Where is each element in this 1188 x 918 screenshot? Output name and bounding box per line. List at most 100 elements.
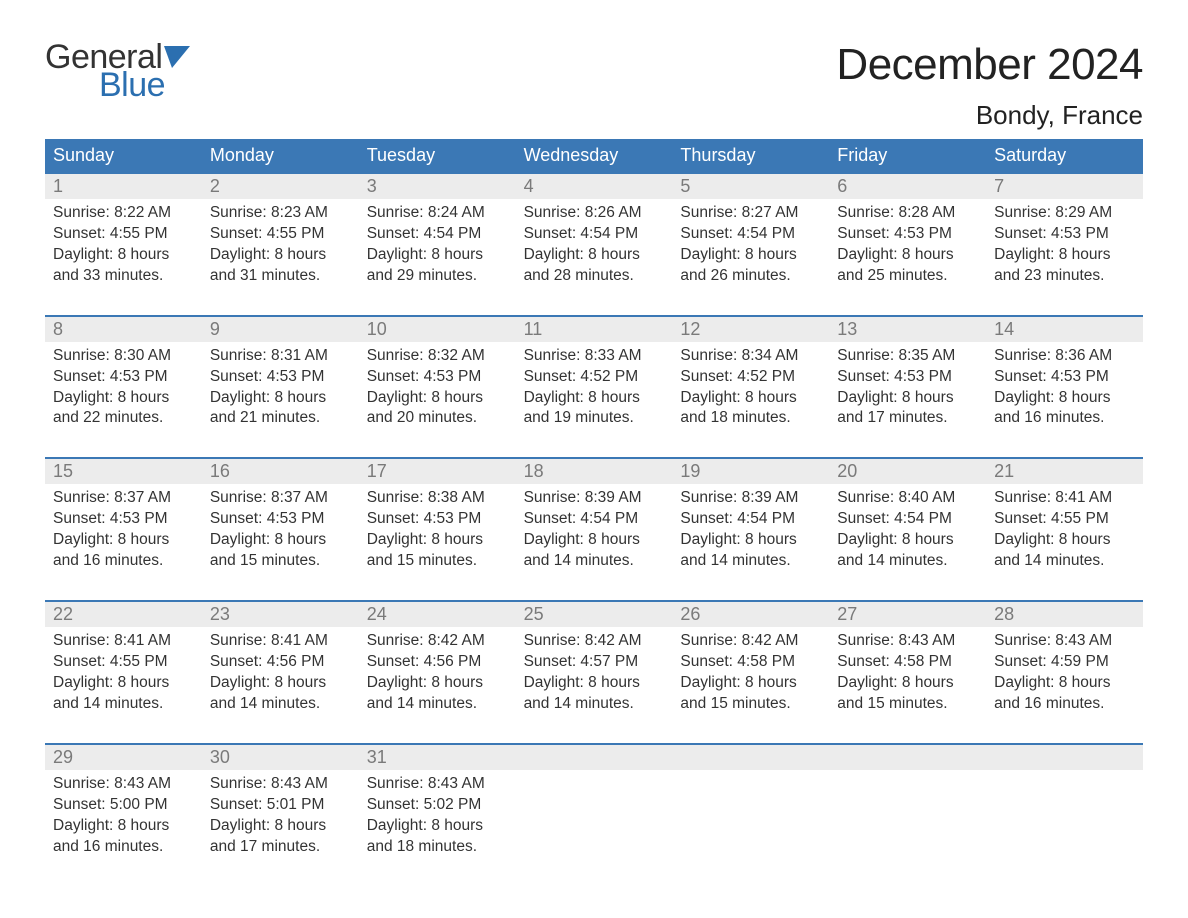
day-cell: Sunrise: 8:42 AMSunset: 4:58 PMDaylight:… bbox=[672, 627, 829, 719]
day-sunrise: Sunrise: 8:27 AM bbox=[680, 203, 821, 224]
day-sunrise: Sunrise: 8:41 AM bbox=[53, 631, 194, 652]
day-sunset: Sunset: 5:02 PM bbox=[367, 795, 508, 816]
day-sunset: Sunset: 4:55 PM bbox=[53, 652, 194, 673]
day-cell: Sunrise: 8:24 AMSunset: 4:54 PMDaylight:… bbox=[359, 199, 516, 291]
day-sunrise: Sunrise: 8:43 AM bbox=[837, 631, 978, 652]
day-number: 12 bbox=[672, 317, 829, 342]
day-sunset: Sunset: 4:55 PM bbox=[210, 224, 351, 245]
day-d1: Daylight: 8 hours bbox=[524, 388, 665, 409]
calendar-week: 891011121314Sunrise: 8:30 AMSunset: 4:53… bbox=[45, 315, 1143, 434]
month-title: December 2024 bbox=[836, 40, 1143, 90]
weekday-header: Sunday bbox=[45, 139, 202, 172]
day-number: 30 bbox=[202, 745, 359, 770]
weekday-header-row: Sunday Monday Tuesday Wednesday Thursday… bbox=[45, 139, 1143, 172]
day-cell: Sunrise: 8:33 AMSunset: 4:52 PMDaylight:… bbox=[516, 342, 673, 434]
day-sunset: Sunset: 4:57 PM bbox=[524, 652, 665, 673]
day-number: 7 bbox=[986, 174, 1143, 199]
day-number: 11 bbox=[516, 317, 673, 342]
day-number: 3 bbox=[359, 174, 516, 199]
day-cell: Sunrise: 8:27 AMSunset: 4:54 PMDaylight:… bbox=[672, 199, 829, 291]
day-d2: and 16 minutes. bbox=[53, 551, 194, 572]
day-d1: Daylight: 8 hours bbox=[53, 530, 194, 551]
day-sunrise: Sunrise: 8:42 AM bbox=[680, 631, 821, 652]
day-d2: and 17 minutes. bbox=[837, 408, 978, 429]
day-sunrise: Sunrise: 8:28 AM bbox=[837, 203, 978, 224]
day-d1: Daylight: 8 hours bbox=[367, 673, 508, 694]
daynum-row: 293031 bbox=[45, 745, 1143, 770]
daynum-row: 15161718192021 bbox=[45, 459, 1143, 484]
day-number: 28 bbox=[986, 602, 1143, 627]
day-sunrise: Sunrise: 8:38 AM bbox=[367, 488, 508, 509]
day-d1: Daylight: 8 hours bbox=[210, 245, 351, 266]
day-d1: Daylight: 8 hours bbox=[680, 530, 821, 551]
day-d1: Daylight: 8 hours bbox=[367, 816, 508, 837]
day-cell: Sunrise: 8:39 AMSunset: 4:54 PMDaylight:… bbox=[672, 484, 829, 576]
day-sunrise: Sunrise: 8:37 AM bbox=[53, 488, 194, 509]
day-sunrise: Sunrise: 8:30 AM bbox=[53, 346, 194, 367]
day-d2: and 14 minutes. bbox=[837, 551, 978, 572]
day-d2: and 25 minutes. bbox=[837, 266, 978, 287]
day-sunset: Sunset: 4:52 PM bbox=[680, 367, 821, 388]
day-d2: and 14 minutes. bbox=[367, 694, 508, 715]
day-d2: and 14 minutes. bbox=[210, 694, 351, 715]
day-number: 21 bbox=[986, 459, 1143, 484]
day-sunrise: Sunrise: 8:39 AM bbox=[524, 488, 665, 509]
day-sunset: Sunset: 4:59 PM bbox=[994, 652, 1135, 673]
day-d1: Daylight: 8 hours bbox=[53, 388, 194, 409]
day-d1: Daylight: 8 hours bbox=[53, 245, 194, 266]
day-d1: Daylight: 8 hours bbox=[210, 673, 351, 694]
daynum-row: 22232425262728 bbox=[45, 602, 1143, 627]
day-sunrise: Sunrise: 8:22 AM bbox=[53, 203, 194, 224]
day-cells-row: Sunrise: 8:41 AMSunset: 4:55 PM Daylight:… bbox=[45, 627, 1143, 719]
day-cell bbox=[829, 770, 986, 862]
day-number bbox=[829, 745, 986, 770]
day-number: 19 bbox=[672, 459, 829, 484]
day-d2: and 16 minutes. bbox=[994, 408, 1135, 429]
day-cell: Sunrise: 8:43 AMSunset: 4:58 PMDaylight:… bbox=[829, 627, 986, 719]
day-sunset: Sunset: 4:53 PM bbox=[837, 224, 978, 245]
day-d1: Daylight: 8 hours bbox=[53, 816, 194, 837]
day-cell: Sunrise: 8:43 AMSunset: 4:59 PMDaylight:… bbox=[986, 627, 1143, 719]
day-d1: Daylight: 8 hours bbox=[994, 388, 1135, 409]
day-sunset: Sunset: 4:56 PM bbox=[210, 652, 351, 673]
day-number: 6 bbox=[829, 174, 986, 199]
day-cell: Sunrise: 8:38 AMSunset: 4:53 PMDaylight:… bbox=[359, 484, 516, 576]
day-d1: Daylight: 8 hours bbox=[837, 530, 978, 551]
day-cell bbox=[986, 770, 1143, 862]
day-sunrise: Sunrise: 8:24 AM bbox=[367, 203, 508, 224]
day-sunset: Sunset: 4:56 PM bbox=[367, 652, 508, 673]
day-number: 22 bbox=[45, 602, 202, 627]
logo: General Blue bbox=[45, 40, 190, 102]
calendar: Sunday Monday Tuesday Wednesday Thursday… bbox=[45, 139, 1143, 861]
day-sunset: Sunset: 4:53 PM bbox=[210, 509, 351, 530]
weekday-header: Thursday bbox=[672, 139, 829, 172]
day-d2: and 16 minutes. bbox=[53, 837, 194, 858]
day-number: 29 bbox=[45, 745, 202, 770]
day-cell: Sunrise: 8:30 AMSunset: 4:53 PMDaylight:… bbox=[45, 342, 202, 434]
day-cell: Sunrise: 8:29 AMSunset: 4:53 PMDaylight:… bbox=[986, 199, 1143, 291]
day-sunrise: Sunrise: 8:35 AM bbox=[837, 346, 978, 367]
day-d2: and 15 minutes. bbox=[680, 694, 821, 715]
day-d1: Daylight: 8 hours bbox=[524, 245, 665, 266]
day-sunrise: Sunrise: 8:39 AM bbox=[680, 488, 821, 509]
day-number bbox=[672, 745, 829, 770]
day-d1: Daylight: 8 hours bbox=[994, 530, 1135, 551]
day-cell: Sunrise: 8:34 AMSunset: 4:52 PMDaylight:… bbox=[672, 342, 829, 434]
day-sunrise: Sunrise: 8:42 AM bbox=[524, 631, 665, 652]
logo-flag-icon bbox=[164, 46, 190, 68]
day-number: 2 bbox=[202, 174, 359, 199]
day-sunrise: Sunrise: 8:42 AM bbox=[367, 631, 508, 652]
day-d2: and 15 minutes. bbox=[837, 694, 978, 715]
day-sunset: Sunset: 4:54 PM bbox=[837, 509, 978, 530]
day-number: 5 bbox=[672, 174, 829, 199]
day-cell: Sunrise: 8:41 AMSunset: 4:55 PMDaylight:… bbox=[986, 484, 1143, 576]
day-cell: Sunrise: 8:42 AMSunset: 4:56 PMDaylight:… bbox=[359, 627, 516, 719]
day-sunrise: Sunrise: 8:41 AM bbox=[994, 488, 1135, 509]
day-sunrise: Sunrise: 8:40 AM bbox=[837, 488, 978, 509]
day-sunrise: Sunrise: 8:43 AM bbox=[367, 774, 508, 795]
day-cell: Sunrise: 8:43 AMSunset: 5:00 PMDaylight:… bbox=[45, 770, 202, 862]
day-cells-row: Sunrise: 8:22 AMSunset: 4:55 PMDaylight:… bbox=[45, 199, 1143, 291]
day-d2: and 15 minutes. bbox=[210, 551, 351, 572]
day-cell: Sunrise: 8:26 AMSunset: 4:54 PMDaylight:… bbox=[516, 199, 673, 291]
day-d2: and 29 minutes. bbox=[367, 266, 508, 287]
